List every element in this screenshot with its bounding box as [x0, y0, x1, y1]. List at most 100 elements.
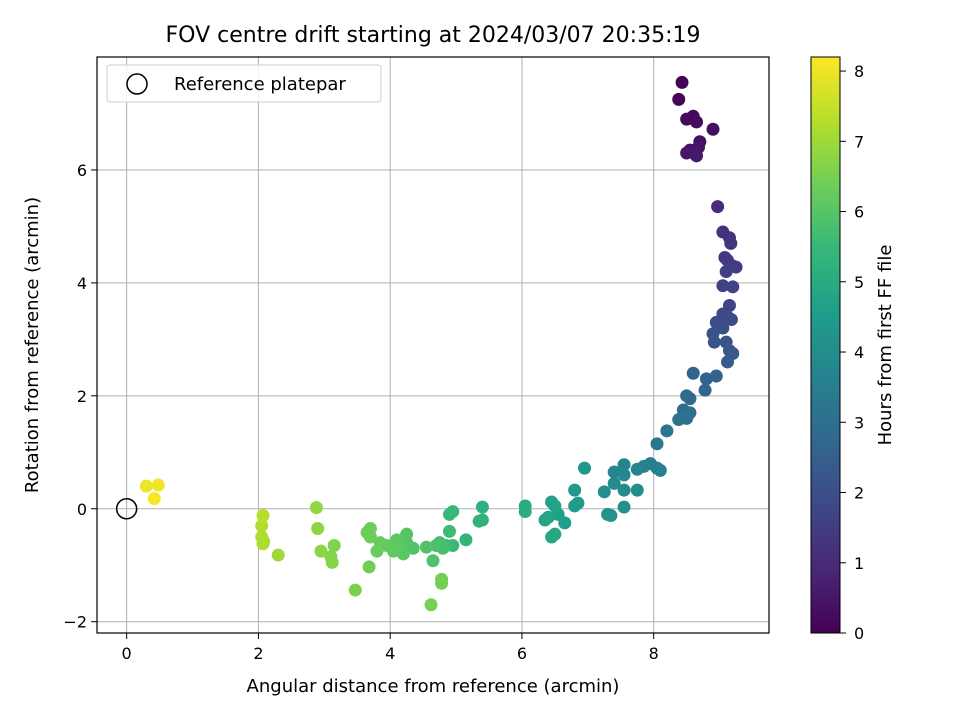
- data-point: [597, 485, 611, 499]
- y-axis-label: Rotation from reference (arcmin): [22, 197, 43, 493]
- data-point: [683, 392, 697, 406]
- data-point: [362, 560, 376, 574]
- data-point: [617, 500, 631, 514]
- colorbar-tick-label: 7: [854, 132, 864, 151]
- data-point: [459, 533, 473, 547]
- legend: Reference platepar: [106, 64, 382, 103]
- data-point: [578, 461, 592, 475]
- data-point: [607, 465, 621, 479]
- data-point: [716, 279, 730, 293]
- data-point: [271, 548, 285, 562]
- y-tick-label: 0: [77, 500, 87, 519]
- data-point: [672, 413, 686, 427]
- data-point: [726, 280, 740, 294]
- data-point: [716, 321, 730, 335]
- data-point: [724, 313, 738, 327]
- y-tick-label: 6: [77, 161, 87, 180]
- data-point: [311, 522, 325, 536]
- y-tick-label: 2: [77, 387, 87, 406]
- data-point: [390, 533, 404, 547]
- data-point: [706, 122, 720, 136]
- colorbar-ticks: 0 1 2 3 4 5 6 7 8: [840, 62, 864, 643]
- colorbar-tick-label: 5: [854, 273, 864, 292]
- data-point: [419, 540, 433, 554]
- data-point: [686, 366, 700, 380]
- colorbar: [810, 56, 841, 634]
- colorbar-tick-label: 3: [854, 413, 864, 432]
- y-tick-label: 4: [77, 274, 87, 293]
- data-point: [650, 437, 664, 451]
- legend-box: [106, 64, 382, 103]
- data-point: [545, 530, 559, 544]
- colorbar-tick-label: 6: [854, 203, 864, 222]
- grid-lines: [97, 57, 769, 633]
- data-point: [617, 468, 631, 482]
- data-point: [568, 499, 582, 513]
- colorbar-tick-label: 1: [854, 554, 864, 573]
- y-axis-ticks: −2 0 2 4 6: [63, 161, 97, 632]
- data-point: [617, 458, 631, 472]
- data-point: [604, 509, 618, 523]
- data-point: [442, 524, 456, 538]
- colorbar-tick-label: 8: [854, 62, 864, 81]
- data-point: [151, 478, 165, 492]
- data-point: [617, 483, 631, 497]
- data-point: [424, 598, 438, 612]
- colorbar-tick-label: 2: [854, 484, 864, 503]
- x-tick-label: 6: [517, 644, 527, 663]
- legend-marker-icon: [126, 73, 148, 95]
- data-point: [630, 462, 644, 476]
- x-tick-label: 2: [253, 644, 263, 663]
- data-point: [724, 236, 738, 250]
- data-point: [475, 500, 489, 514]
- data-point: [729, 260, 743, 274]
- data-point: [568, 483, 582, 497]
- data-point: [680, 112, 694, 126]
- reference-marker: [115, 498, 138, 520]
- colorbar-tick-label: 4: [854, 343, 864, 362]
- data-point: [325, 555, 339, 569]
- data-point: [672, 92, 686, 106]
- data-point: [660, 424, 674, 438]
- data-point: [538, 513, 552, 527]
- x-axis-ticks: 0 2 4 6 8: [122, 633, 659, 663]
- chart-title: FOV centre drift starting at 2024/03/07 …: [166, 23, 701, 48]
- data-point: [709, 369, 723, 383]
- scatter-points: [139, 75, 743, 612]
- data-point: [698, 383, 712, 397]
- data-point: [309, 501, 323, 515]
- data-point: [348, 583, 362, 597]
- x-axis-label: Angular distance from reference (arcmin): [247, 676, 620, 697]
- y-tick-label: −2: [63, 613, 87, 632]
- data-point: [630, 483, 644, 497]
- data-point: [442, 507, 456, 521]
- data-point: [147, 492, 161, 506]
- data-point: [680, 146, 694, 160]
- plot-area: [97, 57, 769, 633]
- data-point: [699, 372, 713, 386]
- data-point: [429, 538, 443, 552]
- x-tick-label: 0: [122, 644, 132, 663]
- data-point: [255, 519, 269, 533]
- data-point: [256, 509, 270, 523]
- data-point: [607, 476, 621, 490]
- data-point: [435, 576, 449, 590]
- data-point: [255, 530, 269, 544]
- x-tick-label: 4: [385, 644, 395, 663]
- data-point: [707, 335, 721, 349]
- data-point: [690, 149, 704, 163]
- data-point: [711, 200, 725, 214]
- x-tick-label: 8: [649, 644, 659, 663]
- colorbar-tick-label: 0: [854, 624, 864, 643]
- data-point: [327, 538, 341, 552]
- plot-frame: [96, 56, 770, 634]
- data-point: [472, 514, 486, 528]
- data-point: [370, 544, 384, 558]
- data-point: [548, 499, 562, 513]
- legend-entry-reference: Reference platepar: [174, 74, 346, 95]
- data-point: [400, 527, 414, 541]
- data-point: [314, 544, 328, 558]
- data-point: [363, 530, 377, 544]
- data-point: [653, 463, 667, 477]
